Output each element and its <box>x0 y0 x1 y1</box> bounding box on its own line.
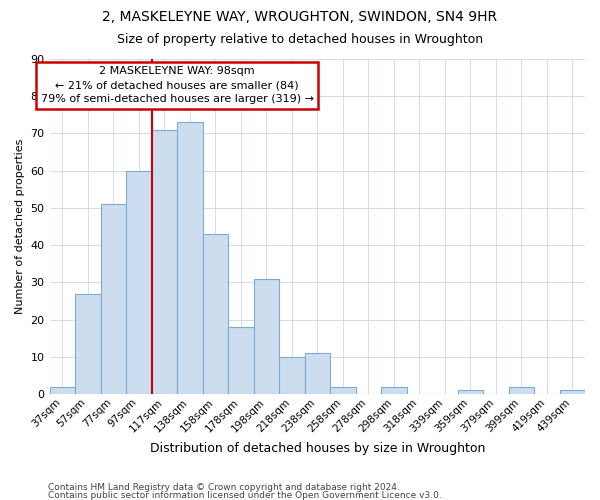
Text: 2, MASKELEYNE WAY, WROUGHTON, SWINDON, SN4 9HR: 2, MASKELEYNE WAY, WROUGHTON, SWINDON, S… <box>103 10 497 24</box>
Bar <box>126 170 152 394</box>
Bar <box>75 294 101 394</box>
Bar <box>203 234 228 394</box>
Y-axis label: Number of detached properties: Number of detached properties <box>15 139 25 314</box>
Bar <box>152 130 177 394</box>
Bar <box>101 204 126 394</box>
Bar <box>509 386 534 394</box>
Text: 2 MASKELEYNE WAY: 98sqm
← 21% of detached houses are smaller (84)
79% of semi-de: 2 MASKELEYNE WAY: 98sqm ← 21% of detache… <box>41 66 314 104</box>
Bar <box>50 386 75 394</box>
Bar <box>305 353 330 394</box>
Bar <box>254 278 279 394</box>
Bar <box>560 390 585 394</box>
Bar <box>381 386 407 394</box>
X-axis label: Distribution of detached houses by size in Wroughton: Distribution of detached houses by size … <box>149 442 485 455</box>
Text: Contains HM Land Registry data © Crown copyright and database right 2024.: Contains HM Land Registry data © Crown c… <box>48 484 400 492</box>
Bar <box>228 327 254 394</box>
Text: Contains public sector information licensed under the Open Government Licence v3: Contains public sector information licen… <box>48 490 442 500</box>
Text: Size of property relative to detached houses in Wroughton: Size of property relative to detached ho… <box>117 32 483 46</box>
Bar <box>177 122 203 394</box>
Bar <box>330 386 356 394</box>
Bar <box>458 390 483 394</box>
Bar <box>279 357 305 394</box>
